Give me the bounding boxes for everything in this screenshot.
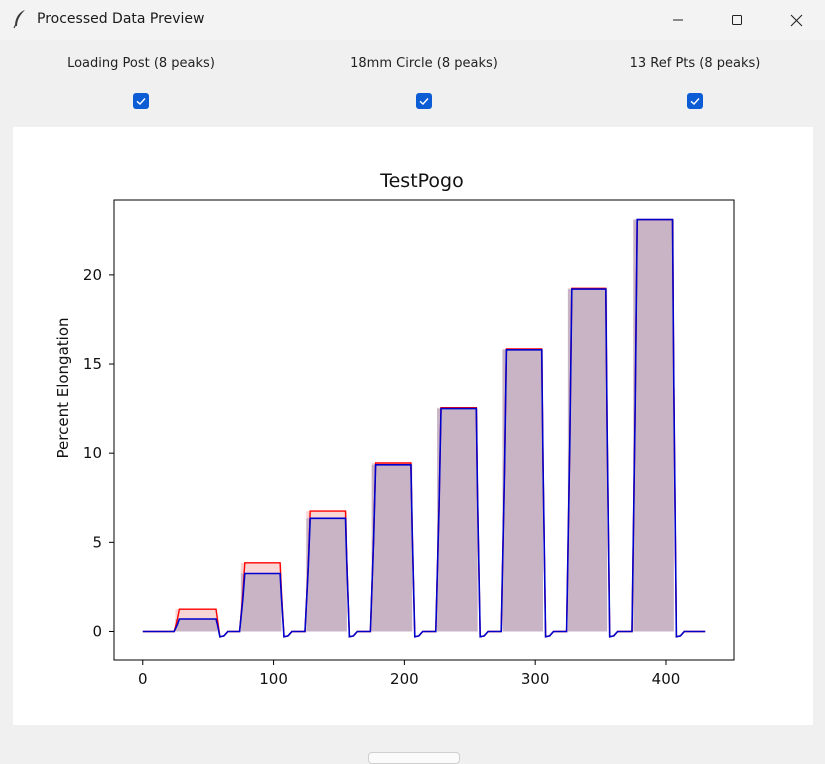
plot-frame xyxy=(113,199,735,661)
elongation-chart: TestPogo Percent Elongation 0 100 200 300 40… xyxy=(54,170,735,688)
13-ref-pts-checkbox[interactable] xyxy=(687,93,703,109)
peak-fill xyxy=(502,349,544,632)
toggle-18mm-circle: 18mm Circle (8 peaks) xyxy=(314,40,534,126)
y-axis-label: Percent Elongation xyxy=(54,318,72,459)
check-icon xyxy=(690,98,700,105)
series-line-blue xyxy=(142,218,706,638)
minimize-icon xyxy=(673,19,683,21)
minimize-button[interactable] xyxy=(649,0,707,40)
x-tick-label: 200 xyxy=(390,670,419,688)
feather-icon xyxy=(13,10,25,29)
peak-fill xyxy=(633,219,674,632)
y-tick-label: 20 xyxy=(83,266,102,284)
maximize-button[interactable] xyxy=(708,0,766,40)
loading-post-checkbox[interactable] xyxy=(133,93,149,109)
plot-panel: TestPogo Percent Elongation 0 100 200 300 40… xyxy=(13,127,813,725)
peak-fill xyxy=(371,464,413,632)
toggle-13-ref-pts: 13 Ref Pts (8 peaks) xyxy=(585,40,805,126)
window-title: Processed Data Preview xyxy=(37,11,205,27)
18mm-circle-checkbox[interactable] xyxy=(416,93,432,109)
toggle-label: 13 Ref Pts (8 peaks) xyxy=(629,56,761,71)
toggle-loading-post: Loading Post (8 peaks) xyxy=(31,40,251,126)
series-line-red xyxy=(142,218,706,638)
chart-title: TestPogo xyxy=(379,170,464,192)
y-tick-label: 10 xyxy=(83,444,102,462)
toggle-label: Loading Post (8 peaks) xyxy=(67,56,215,71)
peak-fill xyxy=(567,289,608,632)
peak-fill xyxy=(306,518,347,632)
bottom-button[interactable] xyxy=(368,752,460,764)
x-tick-label: 100 xyxy=(259,670,288,688)
close-icon xyxy=(790,14,802,26)
y-tick-label: 0 xyxy=(92,622,102,640)
peak-fill xyxy=(175,618,218,632)
y-tick-label: 5 xyxy=(92,533,102,551)
axis-ticks: 0 100 200 300 400 0 5 10 15 20 xyxy=(83,266,680,688)
toggle-label: 18mm Circle (8 peaks) xyxy=(350,56,498,71)
peak-fill xyxy=(437,408,478,632)
peak-fill xyxy=(240,573,282,632)
x-tick-label: 300 xyxy=(521,670,550,688)
y-tick-label: 15 xyxy=(83,355,102,373)
x-tick-label: 0 xyxy=(138,670,148,688)
peak-fills xyxy=(175,219,674,632)
x-tick-label: 400 xyxy=(652,670,681,688)
title-bar: Processed Data Preview xyxy=(0,0,825,40)
check-icon xyxy=(419,98,429,105)
close-button[interactable] xyxy=(767,0,825,40)
dataset-toggles: Loading Post (8 peaks) 18mm Circle (8 pe… xyxy=(0,40,825,126)
check-icon xyxy=(136,98,146,105)
series-lines xyxy=(142,218,706,638)
maximize-icon xyxy=(732,15,742,25)
